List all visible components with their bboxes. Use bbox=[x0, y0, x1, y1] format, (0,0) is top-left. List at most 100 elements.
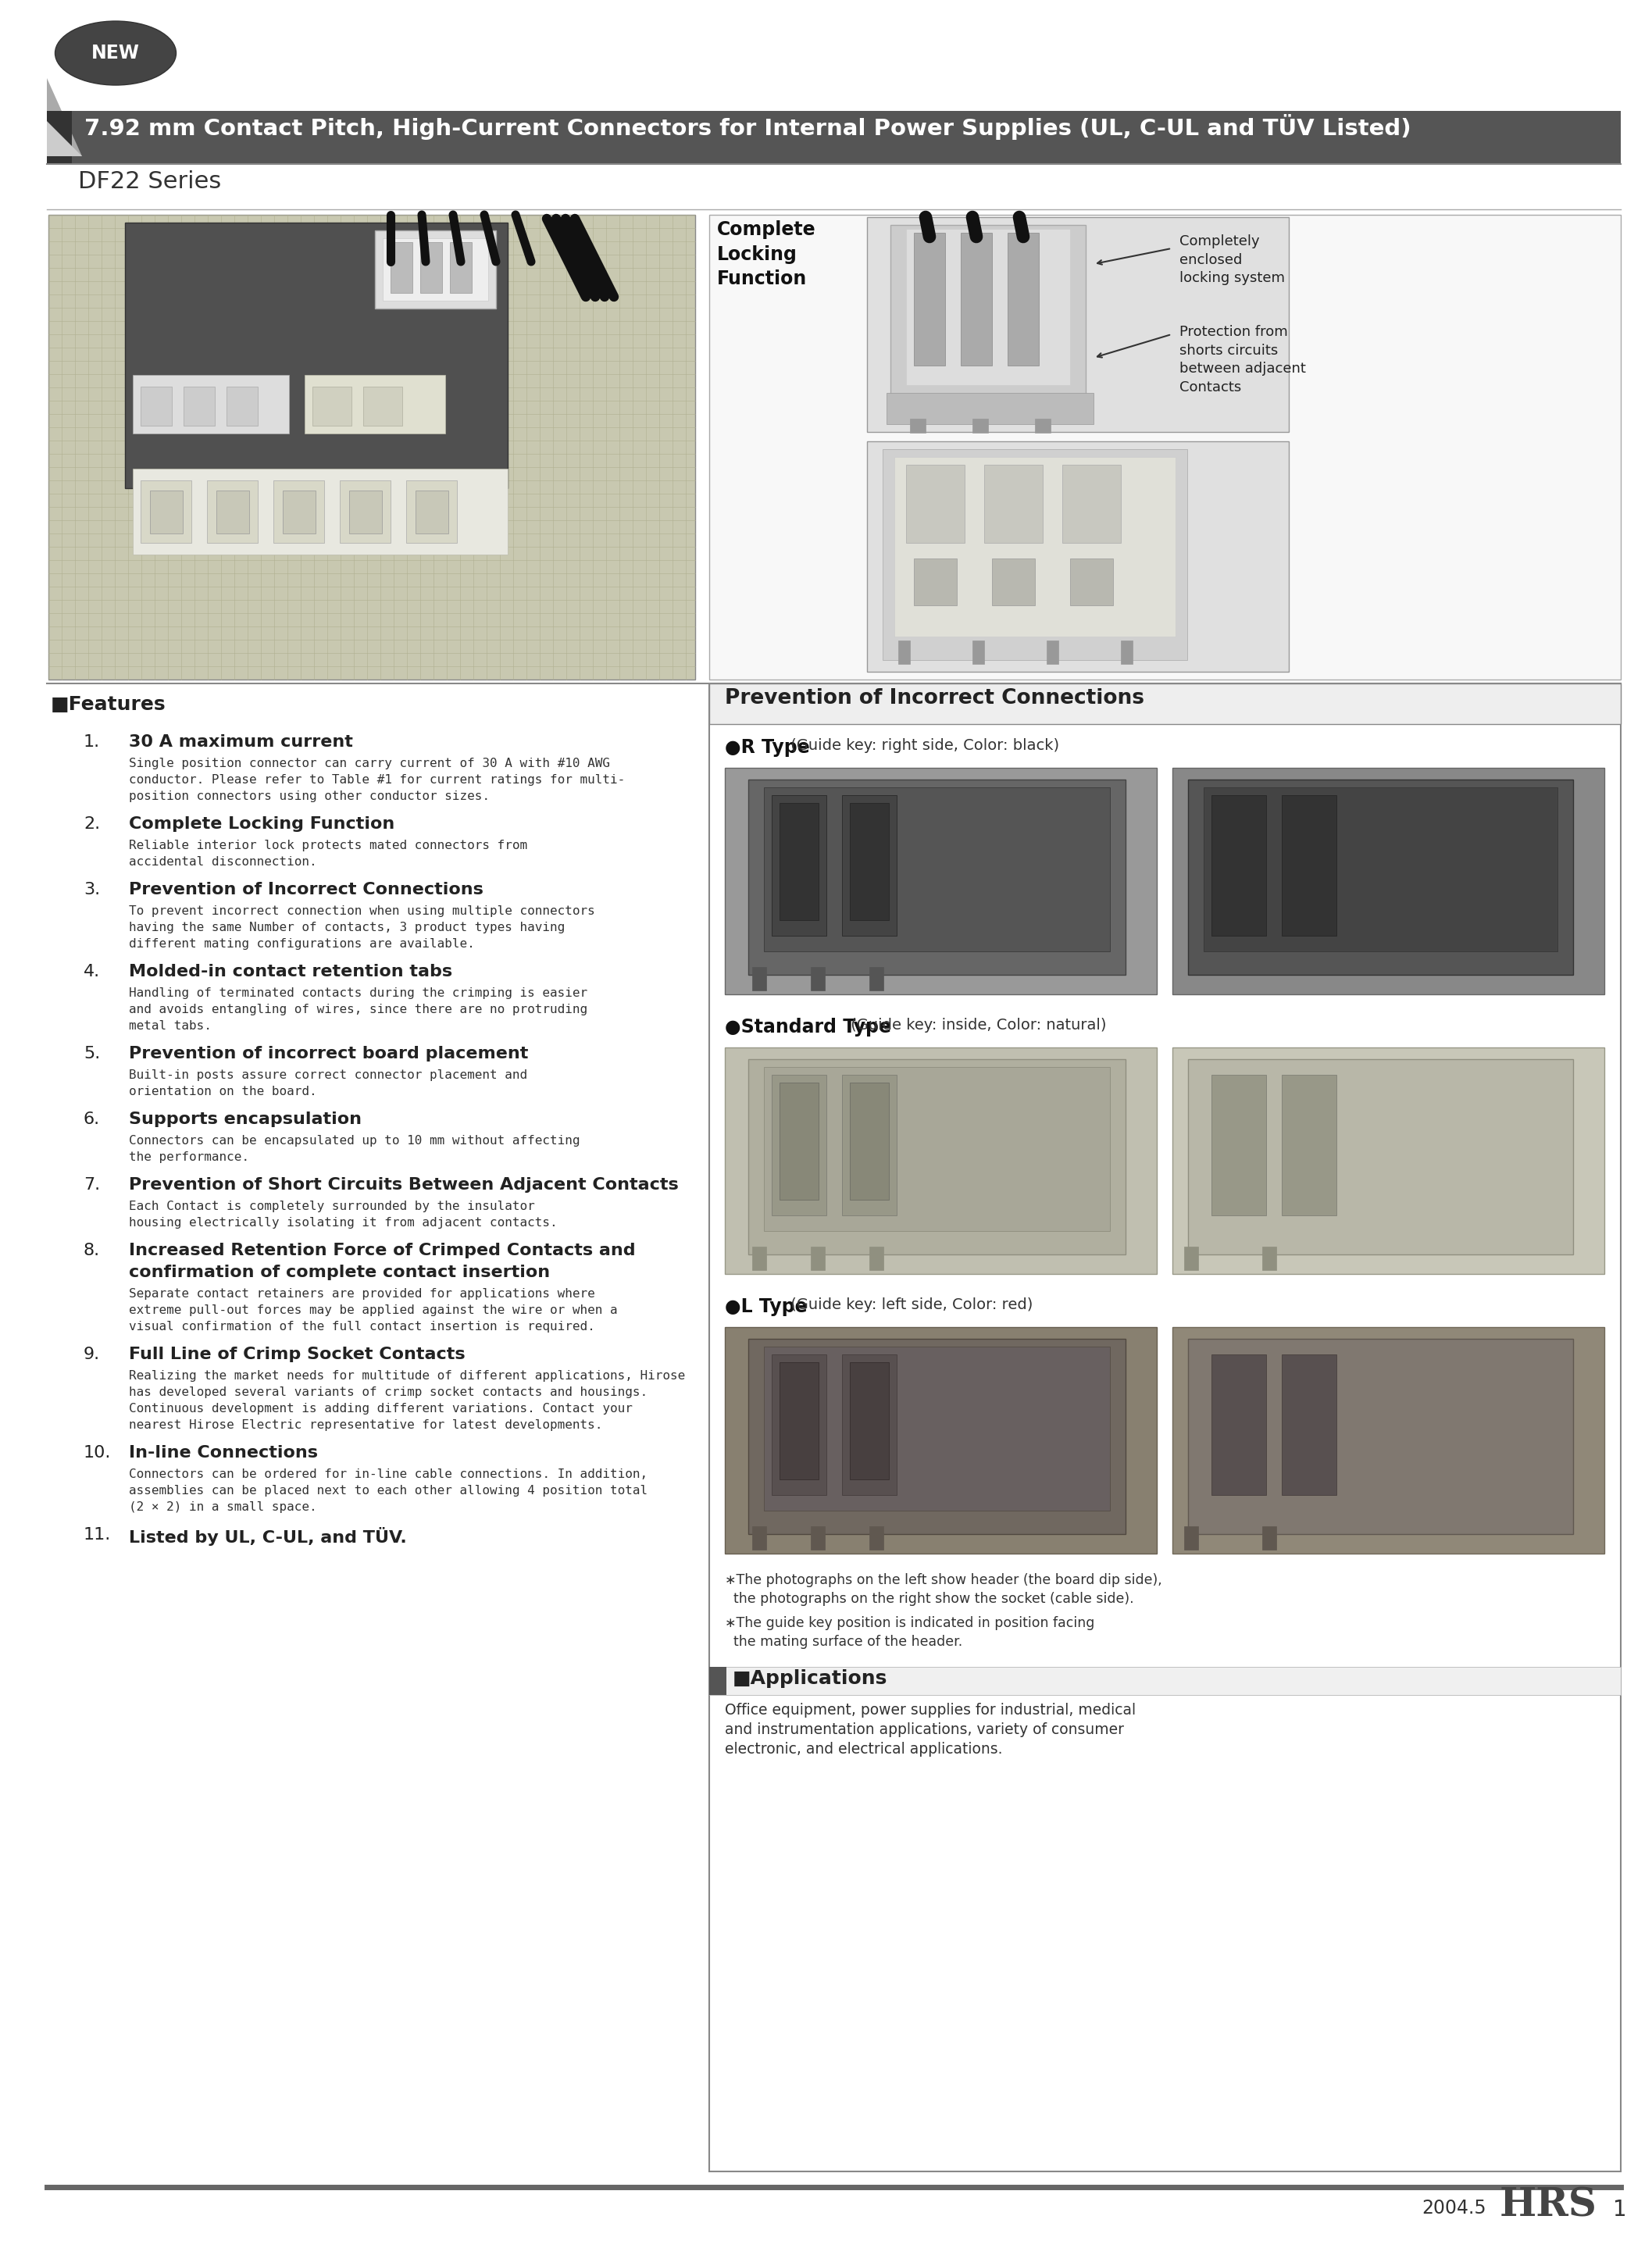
Bar bbox=[914, 234, 945, 366]
Text: position connectors using other conductor sizes.: position connectors using other conducto… bbox=[129, 791, 489, 803]
Bar bbox=[780, 803, 819, 919]
Text: DF22 Series: DF22 Series bbox=[78, 171, 221, 193]
Bar bbox=[1184, 1248, 1198, 1270]
Text: 8.: 8. bbox=[84, 1243, 101, 1259]
Text: Full Line of Crimp Socket Contacts: Full Line of Crimp Socket Contacts bbox=[129, 1347, 466, 1362]
Bar bbox=[206, 481, 258, 542]
Text: (Guide key: left side, Color: red): (Guide key: left side, Color: red) bbox=[786, 1297, 1032, 1313]
Bar bbox=[763, 787, 1110, 951]
Text: HRS: HRS bbox=[1500, 2187, 1597, 2226]
Bar bbox=[961, 234, 991, 366]
Bar bbox=[910, 418, 925, 432]
Text: Realizing the market needs for multitude of different applications, Hirose: Realizing the market needs for multitude… bbox=[129, 1369, 686, 1383]
Bar bbox=[882, 450, 1188, 661]
Text: Continuous development is adding different variations. Contact your: Continuous development is adding differe… bbox=[129, 1403, 633, 1414]
Text: In-line Connections: In-line Connections bbox=[129, 1445, 317, 1461]
Text: 11.: 11. bbox=[84, 1526, 111, 1542]
Text: assemblies can be placed next to each other allowing 4 position total: assemblies can be placed next to each ot… bbox=[129, 1486, 648, 1497]
Bar bbox=[304, 375, 446, 434]
Text: Molded-in contact retention tabs: Molded-in contact retention tabs bbox=[129, 964, 453, 980]
Bar bbox=[849, 803, 889, 919]
Bar bbox=[811, 1526, 824, 1549]
Bar bbox=[843, 796, 897, 935]
Bar bbox=[1188, 780, 1573, 976]
Bar bbox=[1008, 234, 1039, 366]
Text: Built-in posts assure correct connector placement and: Built-in posts assure correct connector … bbox=[129, 1070, 527, 1081]
Bar bbox=[867, 441, 1289, 672]
Text: Single position connector can carry current of 30 A with #10 AWG: Single position connector can carry curr… bbox=[129, 758, 610, 769]
Text: conductor. Please refer to Table #1 for current ratings for multi-: conductor. Please refer to Table #1 for … bbox=[129, 773, 624, 787]
Bar bbox=[843, 1356, 897, 1495]
Bar bbox=[1204, 787, 1558, 951]
Text: (Guide key: right side, Color: black): (Guide key: right side, Color: black) bbox=[786, 737, 1059, 753]
Bar bbox=[849, 1362, 889, 1479]
Text: the performance.: the performance. bbox=[129, 1151, 249, 1162]
Bar bbox=[748, 1340, 1125, 1533]
Bar bbox=[1047, 641, 1059, 663]
Text: (2 × 2) in a small space.: (2 × 2) in a small space. bbox=[129, 1502, 317, 1513]
Text: the photographs on the right show the socket (cable side).: the photographs on the right show the so… bbox=[725, 1592, 1133, 1605]
Text: Supports encapsulation: Supports encapsulation bbox=[129, 1111, 362, 1126]
Bar bbox=[375, 232, 496, 308]
Bar bbox=[1282, 1075, 1336, 1216]
Text: Protection from
shorts circuits
between adjacent
Contacts: Protection from shorts circuits between … bbox=[1180, 326, 1305, 393]
Bar bbox=[780, 1362, 819, 1479]
Bar bbox=[1034, 418, 1051, 432]
Bar bbox=[991, 558, 1034, 605]
Bar bbox=[1188, 1059, 1573, 1254]
Bar bbox=[416, 490, 448, 533]
Bar bbox=[383, 238, 489, 301]
Text: Increased Retention Force of Crimped Contacts and: Increased Retention Force of Crimped Con… bbox=[129, 1243, 636, 1259]
Bar bbox=[914, 558, 957, 605]
Bar bbox=[763, 1347, 1110, 1511]
Bar bbox=[312, 387, 352, 425]
Bar bbox=[763, 1068, 1110, 1232]
Bar bbox=[1211, 796, 1265, 935]
Bar bbox=[1211, 1356, 1265, 1495]
Bar bbox=[1062, 465, 1120, 542]
Bar bbox=[748, 1059, 1125, 1254]
Bar bbox=[132, 375, 289, 434]
Bar bbox=[1262, 1526, 1277, 1549]
Text: Connectors can be encapsulated up to 10 mm without affecting: Connectors can be encapsulated up to 10 … bbox=[129, 1135, 580, 1146]
Text: ●R Type: ●R Type bbox=[725, 737, 809, 758]
Bar bbox=[1211, 1075, 1265, 1216]
Text: 7.92 mm Contact Pitch, High-Current Connectors for Internal Power Supplies (UL, : 7.92 mm Contact Pitch, High-Current Conn… bbox=[84, 115, 1411, 139]
Text: Handling of terminated contacts during the crimping is easier: Handling of terminated contacts during t… bbox=[129, 987, 588, 998]
Bar bbox=[725, 1048, 1156, 1275]
Bar bbox=[420, 243, 443, 292]
Text: different mating configurations are available.: different mating configurations are avai… bbox=[129, 937, 474, 951]
Text: 4.: 4. bbox=[84, 964, 101, 980]
Bar bbox=[905, 229, 1070, 384]
Bar bbox=[887, 393, 1094, 425]
Text: ●Standard Type: ●Standard Type bbox=[725, 1018, 890, 1036]
Text: 10.: 10. bbox=[84, 1445, 111, 1461]
Bar bbox=[869, 967, 884, 991]
Text: housing electrically isolating it from adjacent contacts.: housing electrically isolating it from a… bbox=[129, 1216, 557, 1230]
Text: metal tabs.: metal tabs. bbox=[129, 1021, 211, 1032]
Text: Connectors can be ordered for in-line cable connections. In addition,: Connectors can be ordered for in-line ca… bbox=[129, 1468, 648, 1479]
Bar bbox=[811, 967, 824, 991]
Bar bbox=[216, 490, 249, 533]
Bar bbox=[973, 418, 988, 432]
Text: has developed several variants of crimp socket contacts and housings.: has developed several variants of crimp … bbox=[129, 1387, 648, 1398]
Bar bbox=[449, 243, 472, 292]
Text: 2.: 2. bbox=[84, 816, 101, 832]
Bar bbox=[1282, 1356, 1336, 1495]
Text: Completely
enclosed
locking system: Completely enclosed locking system bbox=[1180, 234, 1285, 285]
Polygon shape bbox=[46, 79, 83, 155]
Bar bbox=[752, 967, 767, 991]
Bar bbox=[1188, 1340, 1573, 1533]
Text: Complete Locking Function: Complete Locking Function bbox=[129, 816, 395, 832]
Text: Reliable interior lock protects mated connectors from: Reliable interior lock protects mated co… bbox=[129, 841, 527, 852]
Bar bbox=[890, 225, 1085, 420]
Bar bbox=[869, 1526, 884, 1549]
Text: ●L Type: ●L Type bbox=[725, 1297, 808, 1315]
Text: extreme pull-out forces may be applied against the wire or when a: extreme pull-out forces may be applied a… bbox=[129, 1304, 618, 1315]
Bar bbox=[771, 1075, 826, 1216]
Text: Separate contact retainers are provided for applications where: Separate contact retainers are provided … bbox=[129, 1288, 595, 1299]
Bar bbox=[46, 110, 71, 164]
Text: 6.: 6. bbox=[84, 1111, 101, 1126]
Bar bbox=[905, 465, 965, 542]
Bar bbox=[709, 1666, 727, 1695]
